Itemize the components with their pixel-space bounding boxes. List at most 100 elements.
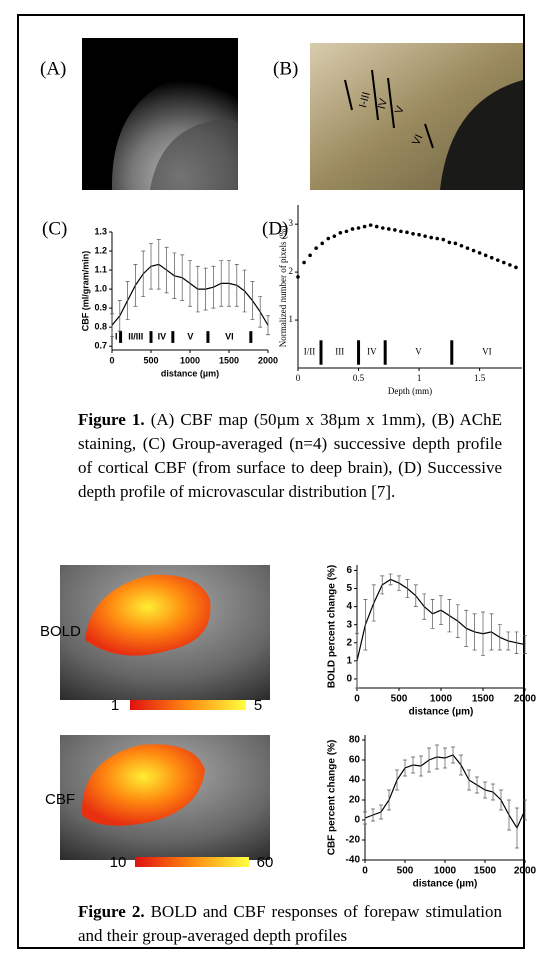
error-bar (491, 783, 495, 801)
error-bar (379, 804, 383, 820)
error-bar (203, 267, 208, 311)
point (489, 255, 494, 260)
error-bar (405, 579, 410, 598)
colorbar-label: 5 (254, 697, 262, 714)
error-bar (397, 575, 401, 591)
point (302, 260, 306, 265)
y-tick-label: 2 (289, 266, 294, 276)
caption-text: BOLD and CBF responses of forepaw stimul… (78, 902, 502, 945)
colorbar (130, 700, 246, 710)
layer-label: VI (482, 347, 492, 357)
x-tick-label: 1000 (434, 866, 457, 877)
y-tick-label: 2 (346, 637, 352, 648)
point (447, 240, 452, 245)
point (471, 248, 476, 253)
error-bar (411, 756, 415, 774)
y-tick-label: 3 (289, 218, 294, 228)
y-tick-label: 20 (349, 795, 361, 806)
error-bar (451, 746, 455, 764)
error-bar (413, 584, 418, 607)
colorbar-label: 10 (110, 854, 127, 871)
x-tick-label: 1500 (219, 355, 239, 365)
error-bar (371, 808, 375, 822)
error-bar (475, 776, 479, 794)
colorbar-label: 1 (111, 697, 119, 714)
y-tick-label: 1 (346, 656, 352, 667)
point (441, 237, 446, 242)
error-bar (211, 265, 216, 309)
error-bar (242, 269, 247, 313)
caption-label: Figure 2. (78, 902, 145, 921)
x-axis-label: distance (µm) (409, 707, 474, 718)
error-bar (472, 613, 477, 651)
y-axis-label: BOLD percent change (%) (327, 565, 338, 688)
y-tick-label: 40 (349, 775, 361, 786)
map-label: CBF (45, 791, 75, 808)
point (411, 231, 415, 236)
layer-label: V (393, 104, 407, 116)
error-bar (481, 611, 485, 656)
y-axis-label: CBF percent change (%) (327, 740, 338, 856)
y-tick-label: 1.2 (94, 245, 107, 255)
error-bar (363, 599, 368, 651)
error-bar (515, 807, 519, 849)
point (393, 228, 397, 232)
error-bar (234, 264, 239, 307)
point (405, 230, 409, 235)
y-tick-label: 60 (349, 755, 361, 766)
y-tick-label: 3 (346, 619, 352, 630)
point (429, 235, 433, 240)
point (465, 246, 470, 250)
point (314, 246, 318, 250)
x-axis-label: Depth (mm) (388, 386, 432, 396)
point (502, 260, 506, 265)
error-bar (133, 264, 138, 307)
y-tick-label: 1.3 (94, 226, 107, 236)
y-tick-label: 1.0 (94, 283, 107, 293)
error-bar (467, 769, 471, 791)
image-b-dark (440, 80, 523, 190)
x-axis-label: distance (µm) (413, 879, 478, 890)
y-tick-label: 0.9 (94, 303, 107, 313)
y-tick-label: 0 (354, 815, 360, 826)
error-bar (387, 789, 391, 811)
border (17, 14, 525, 949)
error-bar (180, 254, 185, 301)
y-tick-label: 0.7 (94, 341, 107, 351)
x-tick-label: 0 (362, 866, 368, 877)
caption: Figure 1. (A) CBF map (50µm x 38µm x 1mm… (78, 408, 502, 504)
point (338, 231, 343, 235)
error-bar (195, 265, 200, 313)
point (435, 236, 440, 241)
error-bar (459, 754, 463, 776)
y-tick-label: -40 (346, 855, 361, 866)
point (459, 243, 464, 248)
y-tick-label: 1 (289, 314, 294, 324)
panel-label: (A) (40, 58, 66, 79)
error-bar (141, 250, 146, 298)
layer-label: I/II (304, 347, 316, 357)
point (508, 263, 512, 267)
error-bar (430, 599, 435, 629)
y-tick-label: 5 (346, 583, 352, 594)
point (399, 229, 403, 234)
error-bar (125, 281, 130, 320)
error-bar (427, 747, 431, 773)
error-bar (507, 799, 511, 831)
image-a-inner (150, 119, 238, 190)
x-tick-label: 0.5 (353, 373, 365, 383)
panel-label: (C) (42, 218, 67, 239)
error-bar (443, 747, 447, 769)
error-bar (388, 573, 393, 586)
x-tick-label: 1 (417, 373, 422, 383)
error-bar (219, 260, 224, 307)
x-tick-label: 2000 (258, 355, 278, 365)
point (495, 258, 500, 262)
caption-text: (A) CBF map (50µm x 38µm x 1mm), (B) ACh… (78, 410, 502, 501)
caption: Figure 2. BOLD and CBF responses of fore… (78, 900, 502, 948)
y-tick-label: -20 (346, 835, 361, 846)
error-bar (110, 313, 114, 338)
error-bar (403, 759, 407, 777)
error-bar (156, 239, 161, 290)
error-bar (506, 631, 511, 651)
